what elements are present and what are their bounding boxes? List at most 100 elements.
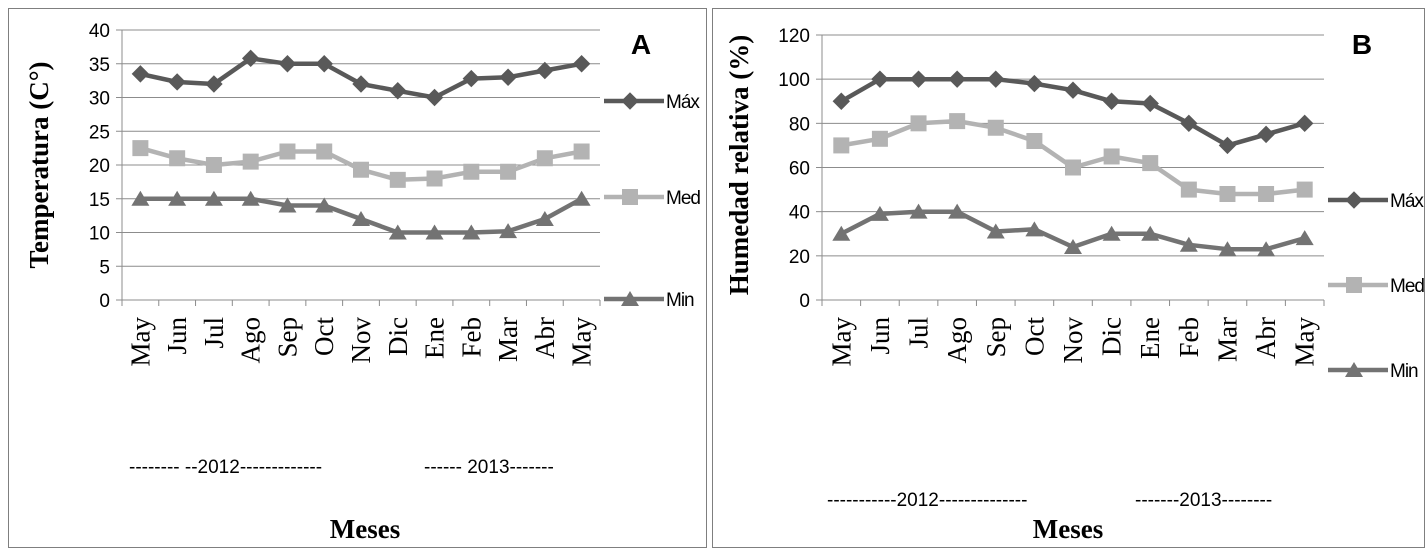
data-point [909, 203, 928, 219]
y-tick-label: 15 [89, 190, 110, 211]
x-tick-label: Feb [1174, 317, 1204, 358]
data-point [204, 190, 223, 206]
data-point [500, 163, 517, 180]
y-tick-label: 10 [89, 224, 110, 245]
y-tick-label: 35 [89, 55, 110, 76]
data-point [573, 143, 590, 160]
x-tick-label: Feb [456, 317, 486, 358]
data-point [948, 203, 967, 219]
y-tick-label: 5 [99, 257, 110, 278]
data-point [1141, 94, 1159, 113]
data-point [1219, 186, 1236, 202]
data-point [871, 70, 889, 88]
data-point [169, 150, 186, 167]
data-point [1218, 136, 1237, 155]
y-tick-label: 120 [778, 26, 810, 47]
y-tick-label: 20 [789, 247, 810, 268]
panel-frame [8, 8, 707, 548]
y-axis-title: Humedad relativa (%) [724, 35, 754, 295]
series-line-1 [840, 118, 1305, 197]
data-point [871, 130, 888, 147]
legend-marker [1345, 191, 1363, 209]
y-tick-label: 80 [789, 114, 810, 135]
data-point [1102, 92, 1121, 110]
data-point [1103, 148, 1120, 165]
data-point [1102, 225, 1121, 241]
x-tick-label: Jun [865, 317, 895, 355]
data-point [1141, 225, 1160, 241]
x-tick-label: Ene [420, 317, 450, 359]
x-tick-label: Abr [1251, 317, 1281, 359]
legend-label: Med [666, 188, 700, 209]
y-tick-label: 25 [89, 122, 110, 143]
data-point [1257, 125, 1275, 144]
x-tick-label: Sep [981, 317, 1011, 358]
data-point [1180, 181, 1197, 198]
data-point [425, 224, 444, 240]
x-tick-label: Dic [1097, 317, 1127, 356]
data-point [499, 68, 517, 86]
x-tick-label: May [826, 317, 856, 367]
legend-label: Med [1390, 276, 1424, 297]
data-point [205, 75, 223, 93]
legend-label: Máx [666, 92, 700, 113]
data-point [278, 197, 297, 213]
data-point [1295, 114, 1314, 133]
x-tick-label: Dic [383, 317, 413, 356]
data-point [131, 65, 150, 83]
data-point [833, 137, 850, 154]
data-point [1064, 239, 1082, 254]
y-tick-label: 40 [89, 21, 110, 42]
data-point [462, 224, 481, 240]
data-point [910, 115, 927, 132]
panel-letter: B [1352, 29, 1372, 60]
legend-marker [1345, 362, 1363, 377]
x-axis-title: Meses [330, 514, 400, 544]
data-point [1258, 186, 1275, 202]
data-point [987, 70, 1005, 88]
y-tick-label: 0 [99, 291, 110, 312]
panel-letter: A [631, 29, 651, 60]
x-tick-label: Nov [1058, 317, 1088, 364]
data-point [1295, 230, 1314, 246]
data-point [949, 113, 966, 130]
legend-marker [621, 92, 639, 110]
y-tick-label: 20 [89, 156, 110, 177]
y-tick-label: 100 [778, 70, 810, 91]
legend-label: Min [666, 290, 694, 311]
legend-marker [1346, 277, 1362, 293]
data-point [279, 143, 296, 160]
data-point [352, 211, 370, 226]
data-point [389, 171, 406, 188]
year-label: -----------2012-------------- [827, 490, 1027, 511]
year-label: ------ 2013------- [424, 457, 554, 478]
y-tick-label: 60 [789, 159, 810, 180]
data-point [388, 224, 407, 240]
data-point [205, 157, 222, 173]
data-point [353, 161, 369, 178]
data-point [986, 223, 1005, 239]
data-point [241, 190, 260, 206]
legend-label: Máx [1390, 191, 1424, 212]
y-tick-label: 30 [89, 89, 110, 110]
data-point [1064, 81, 1082, 99]
x-tick-label: Mar [1212, 317, 1242, 362]
data-point [499, 223, 518, 239]
y-axis-title: Temperatura (C°) [24, 61, 54, 268]
data-point [425, 88, 444, 107]
data-point [1025, 221, 1044, 237]
y-tick-label: 0 [799, 291, 810, 312]
data-point [572, 55, 591, 73]
data-point [1296, 181, 1313, 198]
data-point [987, 119, 1004, 136]
data-point [1218, 241, 1237, 257]
data-point [832, 225, 851, 241]
data-point [1065, 159, 1081, 176]
data-point [1025, 74, 1044, 93]
x-tick-label: May [567, 317, 597, 367]
data-point [242, 153, 259, 170]
data-point [131, 190, 150, 206]
x-tick-label: Jun [162, 317, 192, 355]
